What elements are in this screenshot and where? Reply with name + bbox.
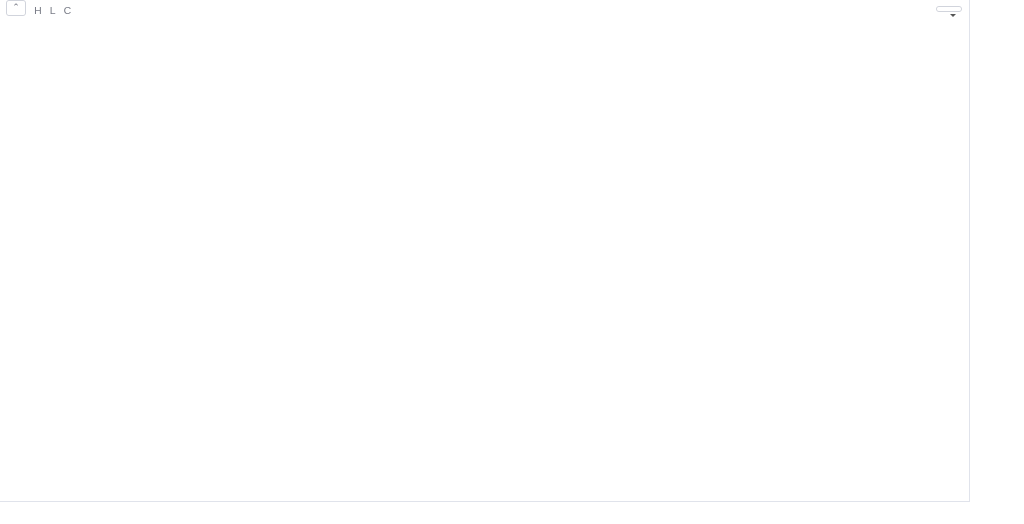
- chart-root: O H L C ⌃: [0, 0, 1024, 524]
- currency-selector[interactable]: [936, 6, 962, 12]
- ohlc-l-label: L: [50, 4, 56, 19]
- legend-collapse-button[interactable]: ⌃: [6, 0, 26, 16]
- ohlc-h-label: H: [34, 4, 42, 19]
- time-axis[interactable]: [0, 501, 970, 524]
- plot-svg: [0, 0, 300, 150]
- price-axis[interactable]: [969, 0, 1024, 502]
- plot-area[interactable]: O H L C ⌃: [0, 0, 970, 502]
- ohlc-c-label: C: [64, 4, 72, 19]
